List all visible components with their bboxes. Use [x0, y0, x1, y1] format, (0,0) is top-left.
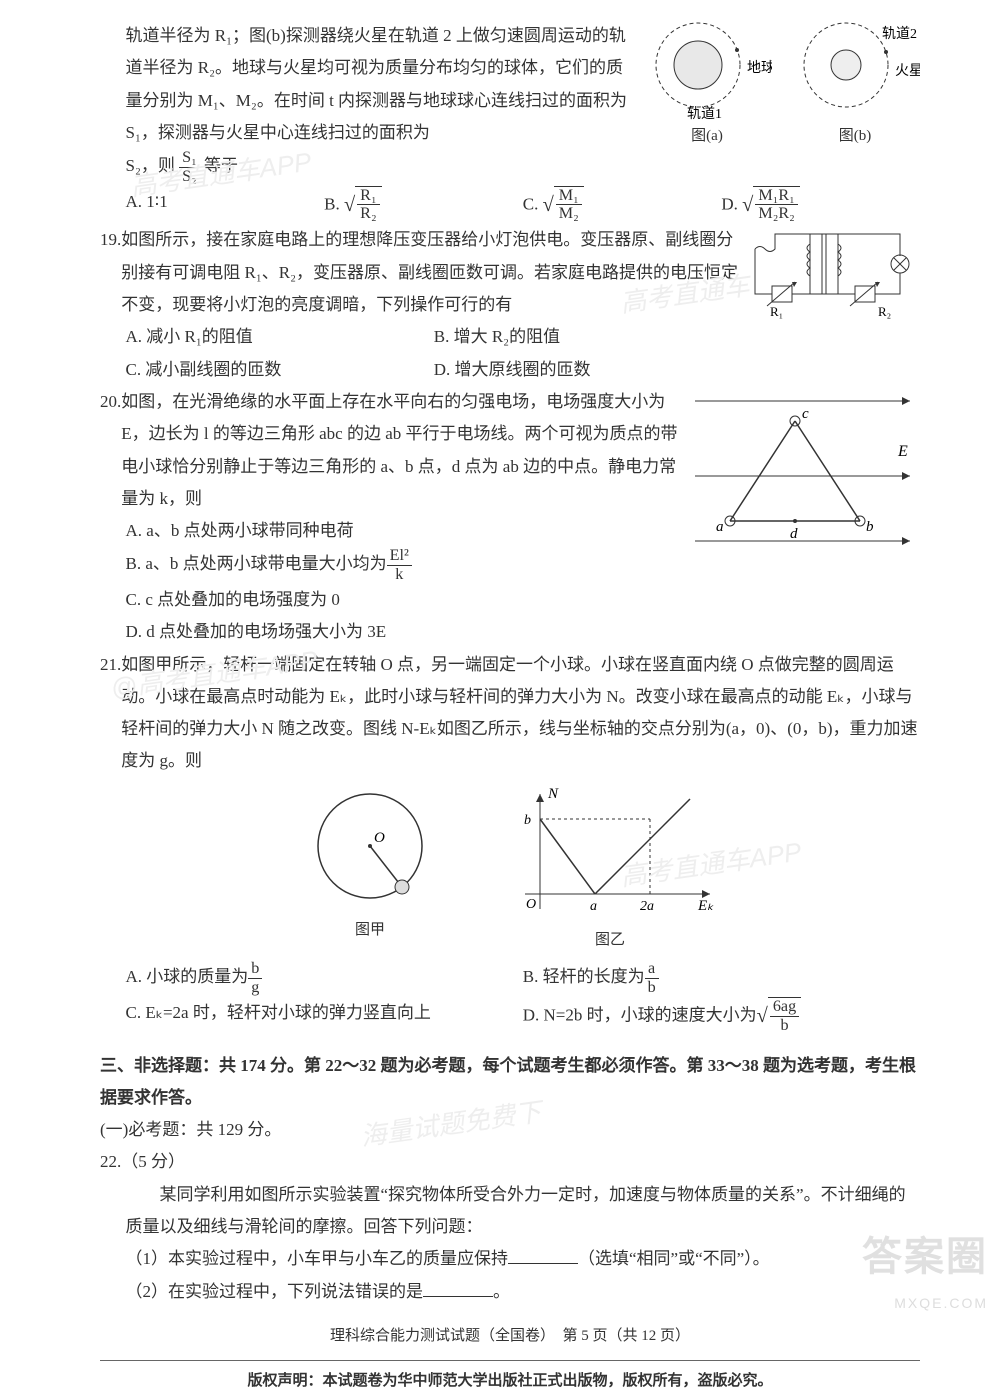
- q18-opt-c: C. M₁M₂: [523, 186, 722, 225]
- section3-title: 三、非选择题：共 174 分。第 22～32 题为必考题，每个试题考生都必须作答…: [100, 1050, 920, 1115]
- q22-blank-2[interactable]: [423, 1296, 493, 1297]
- svg-text:E: E: [897, 443, 908, 460]
- q21-options: A. 小球的质量为bg B. 轻杆的长度为ab C. Eₖ=2a 时，轻杆对小球…: [100, 960, 920, 1035]
- svg-text:O: O: [526, 897, 536, 912]
- q19-text: 如图所示，接在家庭电路上的理想降压变压器给小灯泡供电。变压器原、副线圈分别接有可…: [121, 224, 742, 321]
- q18-fig-b-label: 图(b): [790, 122, 920, 151]
- svg-text:a: a: [716, 519, 724, 535]
- svg-text:2a: 2a: [640, 899, 654, 914]
- q18-options: A. 1∶1 B. R₁R₂ C. M₁M₂ D. M₁R₁M₂R₂: [100, 186, 920, 225]
- svg-text:N: N: [547, 786, 559, 802]
- svg-text:b: b: [524, 813, 531, 828]
- page-footer: 理科综合能力测试试题（全国卷） 第 5 页（共 12 页）: [100, 1322, 920, 1351]
- copyright: 版权声明：本试题卷为华中师范大学出版社正式出版物，版权所有，盗版必究。: [100, 1360, 920, 1396]
- q19-opt-b: B. 增大 R₂的阻值: [434, 321, 742, 353]
- q21-opt-a: A. 小球的质量为bg: [126, 960, 523, 997]
- q20-figure: E a b c d: [690, 386, 920, 556]
- svg-text:b: b: [866, 519, 874, 535]
- watermark-url: MXQE.COM: [894, 1290, 988, 1317]
- q18-opt-b: B. R₁R₂: [324, 186, 523, 225]
- svg-text:R₁: R₁: [770, 304, 783, 319]
- svg-text:d: d: [790, 526, 798, 542]
- svg-text:a: a: [590, 899, 597, 914]
- q18-fig-a-label: 图(a): [642, 122, 772, 151]
- q21-text: 如图甲所示，轻杆一端固定在转轴 O 点，另一端固定一个小球。小球在竖直面内绕 O…: [121, 649, 920, 778]
- q21-fig-a: O 图甲: [300, 784, 440, 955]
- svg-text:地球: 地球: [747, 60, 772, 76]
- q21-opt-c: C. Eₖ=2a 时，轻杆对小球的弹力竖直向上: [126, 997, 523, 1036]
- q19-number: 19.: [100, 224, 121, 321]
- q22-blank-1[interactable]: [508, 1263, 578, 1264]
- q21-number: 21.: [100, 649, 121, 778]
- q19-figure: R₂ R₁: [750, 224, 920, 334]
- watermark-logo: 答案圈: [862, 1219, 988, 1295]
- q21-fig-b: N Eₖ O b a 2a 图乙: [500, 784, 720, 955]
- q18-fig-a: 地球 轨道1: [642, 20, 772, 120]
- q22-number: 22.（5 分）: [100, 1146, 920, 1178]
- q20-opt-c: C. c 点处叠加的电场强度为 0: [126, 584, 921, 616]
- q21-opt-b: B. 轻杆的长度为ab: [523, 960, 920, 997]
- q19-opt-d: D. 增大原线圈的匝数: [434, 354, 742, 386]
- svg-text:O: O: [374, 830, 385, 846]
- q21-opt-d: D. N=2b 时，小球的速度大小为6agb: [523, 997, 920, 1036]
- q18-figures: 地球 轨道1 图(a) 轨道2 火星 图(b): [642, 20, 920, 151]
- q22-sub1: （1）本实验过程中，小车甲与小车乙的质量应保持（选填“相同”或“不同”）。: [100, 1243, 920, 1275]
- svg-text:轨道1: 轨道1: [687, 106, 722, 120]
- q18-fig-b: 轨道2 火星: [790, 20, 920, 120]
- svg-text:Eₖ: Eₖ: [697, 898, 714, 914]
- q20-opt-d: D. d 点处叠加的电场场强大小为 3E: [126, 616, 921, 648]
- svg-text:R₂: R₂: [878, 304, 891, 319]
- q20-number: 20.: [100, 386, 121, 515]
- q19-opt-a: A. 减小 R₁的阻值: [126, 321, 434, 353]
- q18-opt-a: A. 1∶1: [126, 186, 325, 225]
- svg-text:c: c: [802, 406, 809, 422]
- q20-text: 如图，在光滑绝缘的水平面上存在水平向右的匀强电场，电场强度大小为 E，边长为 l…: [121, 386, 682, 515]
- q19-options: A. 减小 R₁的阻值 B. 增大 R₂的阻值 C. 减小副线圈的匝数 D. 增…: [100, 321, 742, 386]
- q18-tail: S₂，则 S₁S₂ 等于: [100, 149, 920, 186]
- section3-sub: (一)必考题：共 129 分。: [100, 1114, 920, 1146]
- svg-text:轨道2: 轨道2: [882, 26, 917, 42]
- q22-sub2: （2）在实验过程中，下列说法错误的是。: [100, 1276, 920, 1308]
- q22-text-a: 某同学利用如图所示实验装置“探究物体所受合外力一定时，加速度与物体质量的关系”。…: [100, 1179, 920, 1244]
- q18-opt-d: D. M₁R₁M₂R₂: [721, 186, 920, 225]
- q19-opt-c: C. 减小副线圈的匝数: [126, 354, 434, 386]
- svg-text:火星: 火星: [895, 64, 920, 79]
